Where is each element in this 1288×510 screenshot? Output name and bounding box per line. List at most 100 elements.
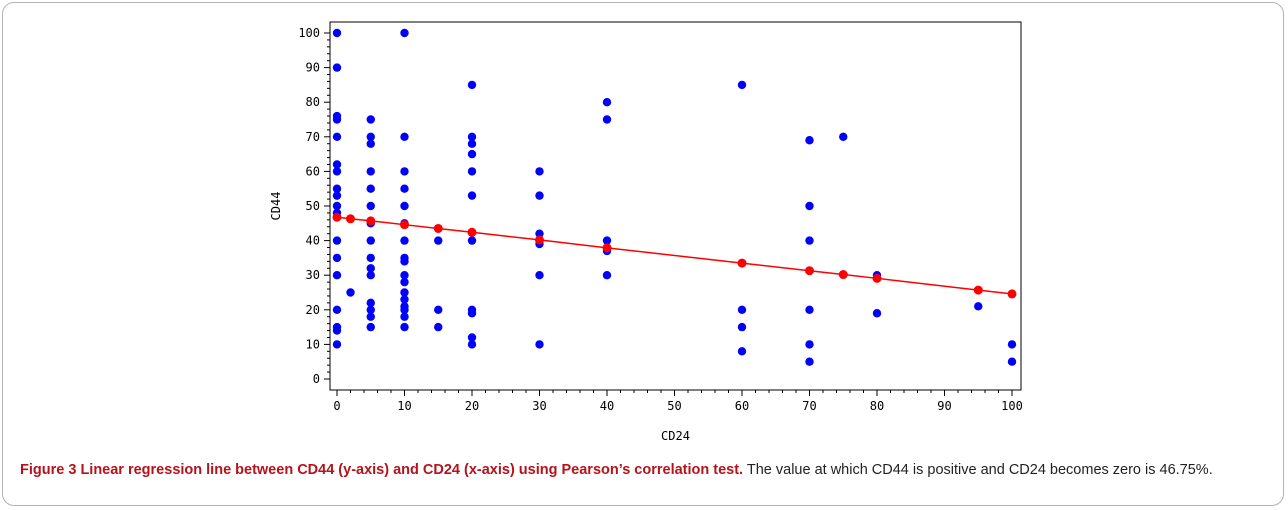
x-tick-label: 20 [465,399,479,413]
x-tick-label: 30 [532,399,546,413]
observed-point [805,236,814,245]
fitted-point [346,214,355,224]
observed-point [805,340,814,349]
fitted-point [400,220,409,230]
fitted-point [535,235,544,245]
observed-point [400,184,409,193]
observed-point [366,236,375,245]
observed-point [366,115,375,124]
x-tick-label: 40 [600,399,614,413]
observed-point [434,236,443,245]
observed-point [400,277,409,287]
observed-point [974,302,983,311]
x-tick-label: 90 [937,399,951,413]
observed-point [332,160,342,169]
observed-point [332,201,342,211]
points-layer [332,28,1017,366]
observed-point [366,167,375,176]
figure-text: The value at which CD44 is positive and … [746,462,1213,478]
observed-point [535,191,544,200]
observed-point [1007,340,1017,349]
fitted-point [332,212,342,222]
figure-title: Linear regression line between CD44 (y-a… [80,462,744,478]
observed-point [839,132,848,141]
fitted-point [805,266,814,276]
observed-point [400,288,409,297]
y-tick-label: 70 [306,130,320,144]
observed-point [467,340,477,349]
observed-point [332,115,342,124]
figure-caption: Figure 3 Linear regression line between … [20,459,1270,481]
observed-point [602,98,612,107]
x-tick-label: 0 [333,399,340,413]
observed-point [602,271,612,280]
plot-frame [329,21,1022,391]
x-tick-label: 50 [667,399,681,413]
fitted-point [467,227,477,237]
fitted-point [433,223,443,233]
regression-line-layer [336,216,1013,295]
observed-point [400,132,409,141]
observed-point [1007,357,1017,366]
observed-point [366,201,375,211]
observed-point [332,191,342,200]
fitted-point [838,270,848,280]
observed-point [737,305,747,314]
y-tick-label: 50 [306,199,320,213]
observed-point [400,201,409,211]
observed-point [366,253,375,263]
observed-point [400,257,409,266]
observed-point [332,305,342,314]
observed-point [467,309,477,318]
observed-point [805,201,814,211]
observed-point [400,305,409,314]
observed-point [332,340,342,349]
axes: 0 10 20 30 40 50 60 70 80 90 100 0 10 20 30 40 50 60 70 80 9… [298,21,1023,413]
observed-point [346,288,355,297]
observed-point [332,63,342,72]
observed-point [332,236,342,245]
observed-point [400,312,409,321]
observed-point [737,80,747,90]
observed-point [602,115,612,124]
observed-point [400,271,409,280]
observed-point [366,184,375,193]
observed-point [872,309,882,318]
x-tick-label: 70 [802,399,816,413]
observed-point [467,139,477,148]
y-tick-label: 40 [306,234,320,248]
fitted-point [1007,289,1017,299]
observed-point [434,322,443,332]
observed-point [467,236,477,245]
observed-point [366,312,375,321]
observed-point [535,167,544,176]
observed-point [805,357,814,366]
observed-point [737,347,747,356]
observed-point [400,295,409,304]
scatter-chart: 0 10 20 30 40 50 60 70 80 90 100 0 10 20 30 40 50 60 70 80 9… [269,21,1023,443]
observed-point [332,253,342,263]
observed-point [467,149,477,159]
observed-point [602,236,612,245]
x-axis-title: CD24 [661,429,690,443]
y-tick-label: 90 [306,61,320,75]
observed-point [332,326,342,335]
observed-point [332,271,342,280]
observed-point [332,132,342,141]
x-tick-label: 100 [1001,399,1023,413]
y-tick-label: 10 [306,337,320,351]
x-tick-label: 10 [397,399,411,413]
y-tick-label: 80 [306,95,320,109]
fitted-point [737,258,747,268]
observed-point [332,167,342,176]
fitted-point [872,273,882,283]
y-tick-label: 30 [306,268,320,282]
observed-point [400,322,409,332]
observed-point [535,229,544,238]
observed-point [332,184,342,193]
observed-point [467,191,477,200]
observed-point [434,305,443,314]
observed-point [535,340,544,349]
fitted-point [602,243,612,253]
observed-point [366,132,375,141]
